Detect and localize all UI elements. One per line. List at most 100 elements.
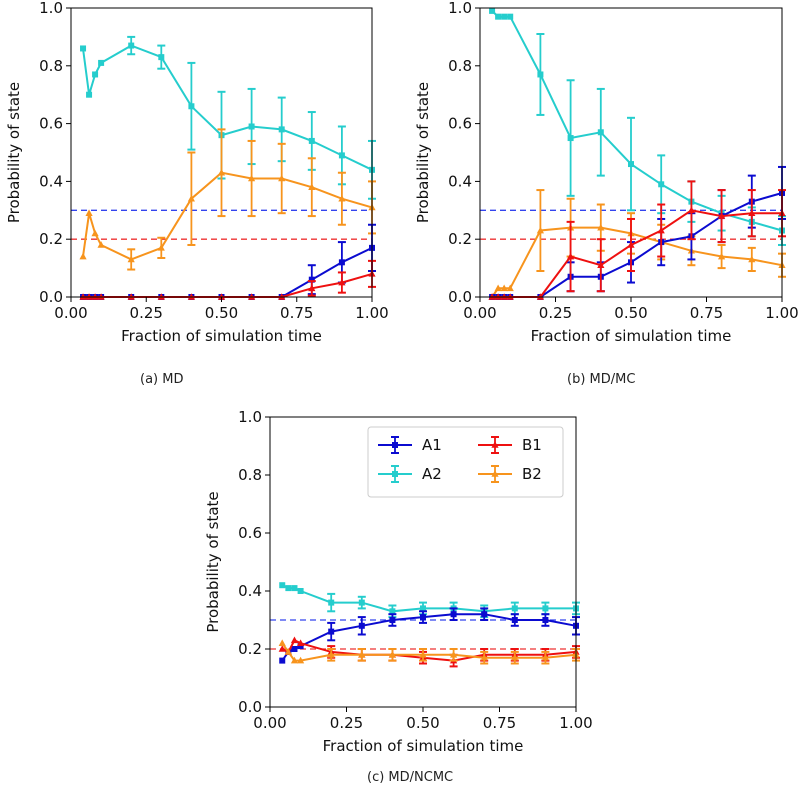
point-a-B2-3: [97, 241, 105, 248]
legend-label-A2: A2: [422, 465, 442, 483]
xlabel-c: Fraction of simulation time: [323, 737, 524, 755]
ytick-label-b-5: 1.0: [448, 0, 472, 17]
point-c-A2-3: [297, 588, 304, 594]
ytick-label-c-3: 0.6: [238, 524, 262, 542]
ytick-label-a-4: 0.8: [39, 57, 63, 75]
point-b-A2-5: [567, 135, 574, 142]
legend-label-B2: B2: [522, 465, 542, 483]
point-a-B2-9: [278, 174, 286, 182]
ytick-label-b-4: 0.8: [448, 57, 472, 75]
point-a-A2-0: [80, 45, 87, 52]
point-a-B2-8: [248, 174, 256, 182]
point-a-B2-7: [217, 168, 226, 176]
legend-marker-A2: [392, 471, 398, 477]
point-b-B1-10: [718, 212, 726, 219]
legend-box: [367, 426, 564, 498]
ytick-label-a-0: 0.0: [39, 288, 63, 306]
point-b-B1-9: [687, 206, 695, 214]
point-c-B1-3: [297, 639, 305, 646]
series-line-b-A1: [492, 192, 783, 298]
xtick-label-c-1: 0.25: [330, 714, 363, 732]
xtick-label-a-4: 1.00: [355, 304, 388, 322]
point-c-A1-4: [328, 628, 335, 635]
point-c-A1-0: [279, 657, 286, 664]
legend-label-A1: A1: [422, 436, 442, 454]
series-c-A1: [279, 607, 580, 664]
point-c-A2-6: [389, 608, 396, 615]
point-c-A2-0: [279, 582, 286, 589]
legend-marker-B1: [491, 441, 499, 448]
point-a-A1-11: [338, 259, 345, 266]
series-line-a-A1: [83, 246, 373, 298]
point-c-B2-11: [541, 653, 549, 661]
point-a-B2-11: [338, 194, 346, 202]
xtick-label-c-3: 0.75: [483, 714, 516, 732]
legend-entry-A1: A1: [378, 436, 442, 454]
xtick-label-b-4: 1.00: [765, 304, 798, 322]
legend-entry-A2: A2: [378, 465, 442, 483]
legend: A1 B1 A2 B2: [367, 426, 564, 498]
xtick-label-c-0: 0.00: [253, 714, 286, 732]
xtick-label-a-0: 0.00: [54, 304, 87, 322]
point-c-B2-10: [511, 653, 519, 661]
point-b-B2-6: [597, 223, 605, 231]
point-b-A2-6: [597, 129, 604, 136]
point-a-A1-10: [308, 276, 315, 283]
xtick-label-a-2: 0.50: [205, 304, 238, 322]
point-c-B2-7: [419, 651, 427, 658]
legend-marker-B2: [491, 470, 499, 477]
xtick-label-c-4: 1.00: [559, 714, 592, 732]
point-b-A2-1: [495, 13, 502, 20]
point-b-B1-8: [657, 226, 665, 234]
xtick-label-b-3: 0.75: [690, 304, 723, 322]
point-c-A1-8: [450, 611, 457, 618]
ylabel-a: Probability of state: [5, 82, 23, 223]
point-c-B1-0: [278, 645, 286, 652]
point-a-B2-5: [157, 244, 165, 251]
point-a-B2-0: [79, 252, 87, 260]
point-a-A2-11: [338, 152, 345, 159]
series-line-b-B1: [492, 209, 782, 298]
point-c-A2-10: [511, 605, 518, 612]
point-c-B2-9: [480, 653, 488, 661]
ylabel-b: Probability of state: [414, 82, 432, 223]
point-a-A2-4: [128, 42, 135, 49]
point-c-A1-2: [291, 646, 298, 652]
point-a-A2-8: [248, 123, 255, 130]
point-c-A1-5: [358, 622, 365, 629]
point-c-B2-1: [284, 648, 292, 655]
series-a-B1: [79, 259, 376, 300]
series-line-a-B2: [82, 171, 373, 261]
series-c-A2: [279, 582, 580, 619]
point-c-A1-10: [511, 617, 518, 623]
point-b-B2-11: [748, 255, 756, 263]
series-line-b-B2: [491, 226, 783, 298]
point-c-B1-2: [290, 636, 299, 644]
point-b-A2-7: [628, 161, 634, 168]
point-c-B2-4: [327, 651, 335, 658]
point-b-A2-4: [537, 71, 544, 78]
ytick-label-a-1: 0.2: [39, 230, 63, 248]
ytick-label-b-2: 0.4: [448, 172, 472, 190]
ytick-label-a-2: 0.4: [39, 172, 63, 190]
point-c-A2-1: [285, 585, 292, 592]
ytick-label-c-4: 0.8: [238, 466, 262, 484]
legend-entry-B1: B1: [478, 436, 542, 454]
point-c-A1-11: [542, 617, 549, 623]
point-b-B2-3: [506, 284, 514, 292]
point-b-B2-2: [500, 284, 508, 292]
point-a-B1-11: [338, 278, 346, 286]
point-a-B2-4: [127, 255, 135, 263]
series-b-A2: [489, 7, 786, 246]
point-c-B2-5: [358, 651, 366, 658]
point-a-A2-9: [278, 126, 285, 133]
point-c-B2-6: [388, 651, 396, 658]
xtick-label-b-2: 0.50: [614, 304, 647, 322]
point-b-B2-4: [536, 226, 544, 234]
point-c-B2-3: [297, 656, 305, 664]
xtick-label-a-3: 0.75: [280, 304, 313, 322]
point-c-B2-8: [450, 651, 458, 658]
xlabel-b: Fraction of simulation time: [531, 327, 732, 345]
series-c-B1: [278, 636, 580, 668]
panel-a: 0.00 0.25 0.50 0.75 1.00 0.0 0.2 0.4 0.6 0.8 1.0 Fr…: [5, 0, 389, 345]
